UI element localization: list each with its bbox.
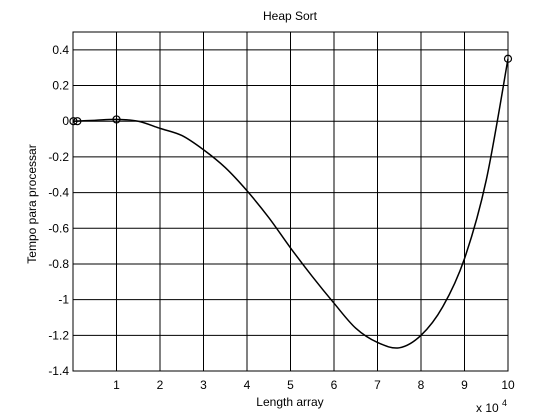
chart-title: Heap Sort (263, 9, 318, 23)
x-tick-label: 6 (331, 378, 338, 392)
x-tick-label: 8 (418, 378, 425, 392)
x-ticks: 1 2 3 4 5 6 7 8 9 10 (113, 378, 515, 392)
x-exponent-base: x 10 (476, 401, 499, 415)
y-ticks: 0.4 0.2 0 -0.2 -0.4 -0.6 -0.8 -1 -1.2 -1.4 (48, 43, 69, 378)
y-tick-label: 0.4 (52, 43, 69, 57)
y-tick-label: -1 (58, 293, 69, 307)
y-tick-label: -0.8 (48, 257, 69, 271)
y-tick-label: 0.2 (52, 79, 69, 93)
x-tick-label: 9 (461, 378, 468, 392)
y-axis-label: Tempo para processar (25, 144, 39, 263)
x-tick-label: 10 (501, 378, 515, 392)
series-line (72, 58, 509, 349)
y-tick-label: -1.4 (48, 364, 69, 378)
y-tick-label: 0 (62, 114, 69, 128)
grid-lines (73, 32, 509, 372)
x-tick-label: 2 (157, 378, 164, 392)
y-tick-label: -0.4 (48, 186, 69, 200)
x-tick-label: 5 (287, 378, 294, 392)
data-point-marker (73, 117, 82, 126)
x-tick-label: 1 (113, 378, 120, 392)
data-point-marker (112, 115, 121, 124)
y-tick-label: -0.6 (48, 221, 69, 235)
x-tick-label: 3 (200, 378, 207, 392)
x-exponent-power: 4 (502, 398, 507, 408)
x-tick-label: 7 (374, 378, 381, 392)
x-axis-label: Length array (256, 395, 323, 409)
y-tick-label: -0.2 (48, 150, 69, 164)
x-exponent: x 10 4 (476, 398, 507, 415)
plot-frame (72, 31, 509, 372)
x-tick-label: 4 (244, 378, 251, 392)
y-tick-label: -1.2 (48, 328, 69, 342)
